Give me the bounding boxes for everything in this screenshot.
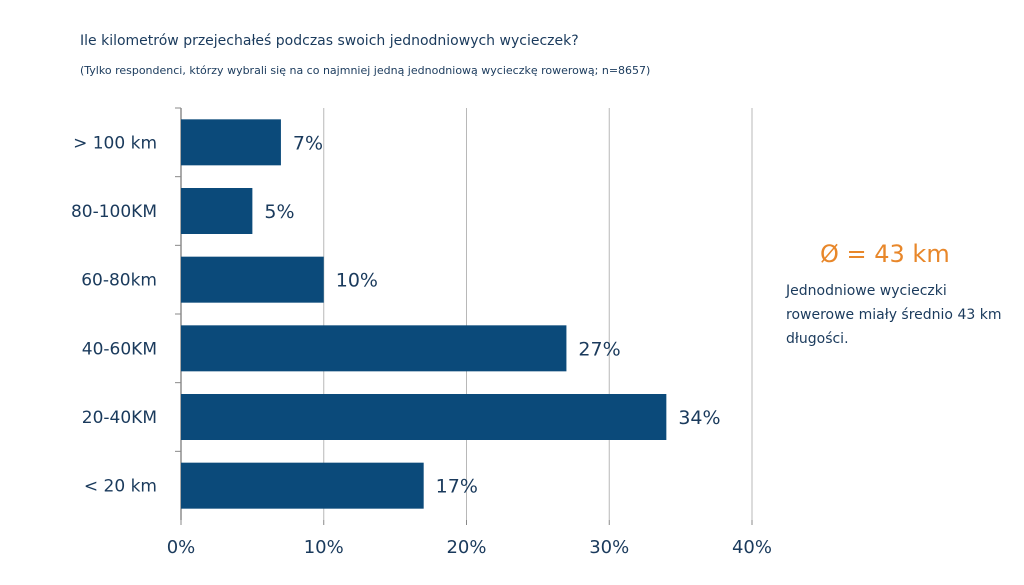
x-tick-label: 20% — [446, 537, 486, 558]
labels: 0% 10% 20% 30% 40% > 100 km 7% 80-100KM 5% 60-80k… — [71, 132, 772, 558]
bar — [181, 256, 324, 303]
average-note: Jednodniowe wycieczki rowerowe miały śre… — [786, 283, 1002, 347]
value-label: 10% — [336, 270, 378, 292]
bar — [181, 188, 253, 234]
category-label: 80-100KM — [71, 202, 157, 222]
category-label: > 100 km — [73, 133, 157, 153]
value-label: 17% — [436, 476, 478, 498]
x-tick-label: 30% — [589, 537, 629, 558]
average-value: Ø = 43 km — [820, 240, 950, 268]
x-tick-label: 40% — [732, 537, 772, 558]
chart-title: Ile kilometrów przejechałeś podczas swoi… — [80, 33, 579, 49]
chart-subtitle: (Tylko respondenci, którzy wybrali się n… — [80, 64, 651, 77]
bar — [181, 394, 667, 440]
x-tick-label: 10% — [304, 537, 344, 558]
category-label: < 20 km — [84, 477, 157, 497]
value-label: 34% — [678, 407, 720, 429]
bar — [181, 119, 281, 166]
value-label: 27% — [578, 338, 620, 360]
category-label: 60-80km — [81, 271, 157, 291]
value-label: 5% — [264, 201, 294, 223]
bar — [181, 462, 424, 509]
bar — [181, 325, 567, 372]
bars — [181, 119, 667, 509]
value-label: 7% — [293, 132, 323, 154]
category-label: 20-40KM — [82, 408, 157, 428]
category-label: 40-60KM — [82, 339, 157, 359]
x-tick-label: 0% — [167, 537, 196, 558]
grid-lines — [175, 107, 753, 525]
